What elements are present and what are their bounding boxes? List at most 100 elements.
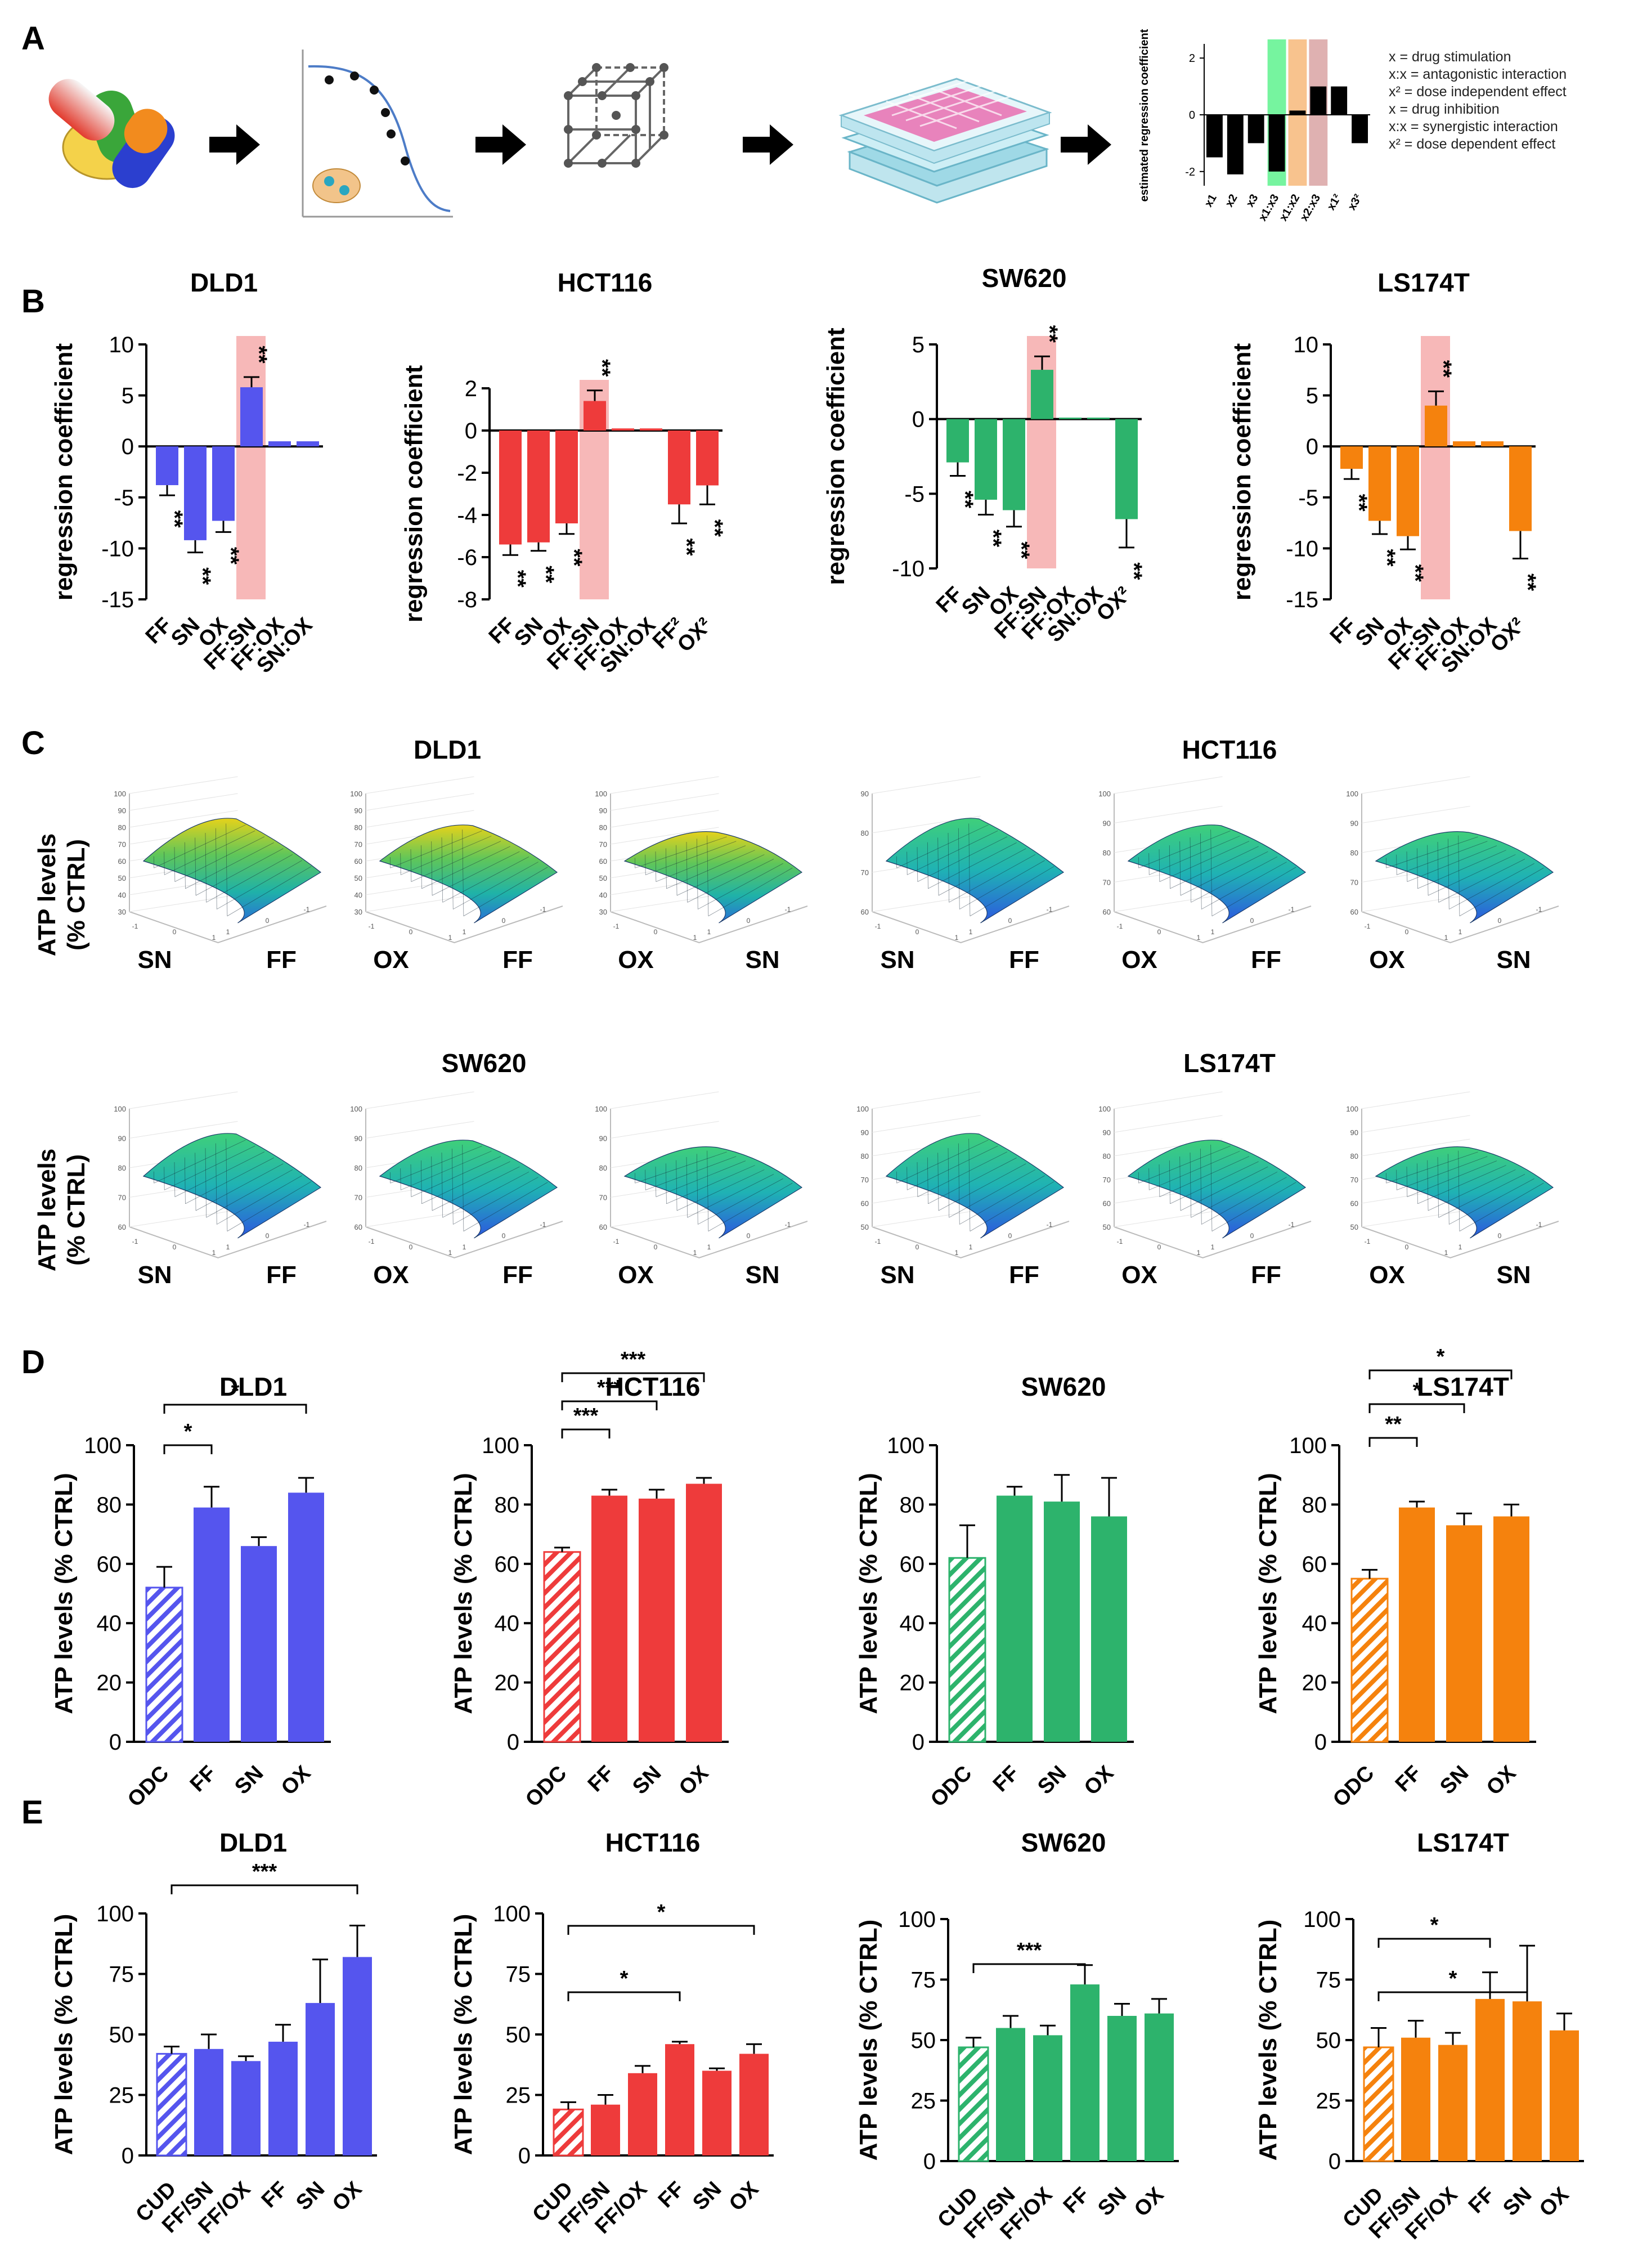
z-tick-label: 80 [118, 823, 126, 832]
bar-chart-hct116: HCT116 ATP levels (% CTRL) 0 20 40 60 80 100 ODC… [450, 1348, 729, 1812]
z-tick-label: 50 [118, 874, 126, 882]
z-tick-label: 80 [118, 1164, 126, 1172]
significance-bracket [972, 1963, 1086, 1973]
surface-mesh-line [205, 832, 207, 903]
surface-axis-label: FF [266, 946, 297, 974]
surface-mesh-line [442, 856, 529, 903]
y-tick-label: 20 [97, 1671, 122, 1696]
grid-line [365, 1091, 474, 1109]
bar [1340, 446, 1363, 469]
surface-mesh-line [463, 1182, 548, 1232]
chart-y-axis-label: ATP levels (% CTRL) [450, 1473, 477, 1714]
floor-tick-label: 1 [448, 1249, 452, 1257]
floor-tick-label: -1 [613, 922, 620, 930]
surface-mesh-line [1397, 1156, 1488, 1190]
surface-mesh-line [217, 860, 302, 909]
y-tick-label: 0 [912, 1730, 925, 1755]
legend-item: x = drug inhibition [1389, 101, 1500, 117]
floor-tick-label: 1 [1459, 928, 1462, 936]
surface-mesh-line [1437, 1157, 1439, 1218]
significance-marker: ** [1403, 564, 1428, 582]
surface-mesh-line [656, 845, 746, 882]
response-surface [1127, 1140, 1307, 1239]
surface-mesh-line [917, 1151, 1008, 1198]
floor-tick-label: 1 [226, 928, 230, 936]
z-tick-label: 80 [599, 823, 607, 832]
surface-mesh-line [1159, 841, 1250, 882]
z-tick-label: 100 [1098, 1105, 1111, 1113]
y-tick-label: 100 [898, 1907, 936, 1932]
chart-y-axis-label: ATP levels (% CTRL) [1254, 1473, 1282, 1714]
row-y-axis-label: (% CTRL) [62, 839, 90, 951]
z-tick-label: 80 [354, 1164, 362, 1172]
surface-mesh-line [645, 1156, 737, 1190]
floor-tick-label: 0 [1498, 1232, 1502, 1240]
surface-mesh-line [174, 846, 176, 882]
significance-bracket [1377, 1938, 1491, 1948]
grid-line [1114, 894, 1223, 912]
surface-axis-label: SN [745, 946, 779, 974]
bar [1475, 1998, 1505, 2161]
panel-label-e: E [21, 1794, 43, 1831]
floor-tick-label: -1 [369, 1238, 375, 1245]
surface-mesh-line [666, 1165, 755, 1204]
bar-chart-sw620: SW620 ATP levels (% CTRL) 0 20 40 60 80 100 ODC F… [855, 1372, 1134, 1812]
bracket-label: * [1413, 1379, 1421, 1402]
surface-mesh-line [937, 1153, 939, 1211]
bar [240, 387, 263, 447]
floor-tick-label: 0 [1008, 1232, 1012, 1240]
x-category-label: ODC [123, 1761, 173, 1812]
response-surface-plot: 100 90 80 70 60 -1 0 1 1 0 -1 OX SN [1346, 776, 1559, 974]
z-tick-label: 30 [354, 908, 362, 916]
bar [194, 2049, 223, 2155]
surface-axis-label: OX [618, 1261, 654, 1289]
z-tick-label: 100 [350, 790, 362, 798]
z-tick-label: 90 [354, 1135, 362, 1143]
panel-label-d: D [21, 1344, 45, 1380]
y-tick-label: 100 [887, 1433, 925, 1458]
bar-chart-ls174t: LS174T ATP levels (% CTRL) 0 20 40 60 80 100 ODC… [1254, 1345, 1536, 1812]
bar [1550, 2030, 1579, 2161]
z-tick-label: 100 [1346, 790, 1358, 798]
grid-line [129, 1121, 238, 1139]
bar [1087, 418, 1110, 419]
response-surface-plot: 100 90 80 70 60 50 40 30 -1 0 1 1 0 -1 OX SN [595, 776, 808, 974]
floor-tick-label: 0 [747, 1232, 751, 1240]
bar-chart-dld1: DLD1 regression coefficient 10 5 0 -5 -10 -15 **… [50, 268, 323, 678]
z-tick-label: 40 [118, 891, 126, 899]
floor-tick-label: -1 [1289, 1221, 1295, 1229]
legend-item: x:x = antagonistic interaction [1389, 66, 1567, 82]
workflow-arrow-2 [475, 124, 526, 165]
y-tick-label: 0 [109, 1730, 122, 1755]
surface-mesh-line [707, 835, 709, 916]
z-tick-label: 80 [861, 1152, 869, 1160]
surface-mesh-line [949, 1169, 1036, 1218]
summary-bar [1206, 115, 1223, 158]
bar [1513, 2001, 1542, 2161]
floor-tick-label: 0 [409, 1243, 413, 1251]
floor-tick-label: -1 [785, 1221, 791, 1229]
floor-tick-label: 1 [1444, 1249, 1448, 1257]
z-tick-label: 100 [114, 790, 126, 798]
floor-axes [610, 1221, 808, 1259]
summary-category-label: x1 [1202, 192, 1219, 209]
response-surface [885, 1133, 1065, 1239]
surface-mesh-line [948, 1148, 950, 1218]
significance-marker: ** [1515, 573, 1540, 591]
surface-mesh-line [1169, 1160, 1170, 1204]
floor-tick-label: -1 [540, 1221, 546, 1229]
bar [996, 2028, 1025, 2161]
grid-line [365, 1121, 474, 1139]
surface-mesh-line [1459, 867, 1544, 917]
surface-mesh-line [390, 1145, 482, 1184]
floor-tick-label: -1 [613, 1238, 620, 1245]
floor-tick-label: 1 [693, 1249, 697, 1257]
bar [628, 2073, 657, 2155]
summary-ylabel: estimated regression coefficient [1138, 29, 1151, 201]
surface-mesh-line [1428, 1169, 1516, 1211]
y-tick-label: 0 [507, 1730, 519, 1755]
surface-mesh-line [896, 1140, 989, 1184]
grid-line [1114, 1209, 1223, 1227]
